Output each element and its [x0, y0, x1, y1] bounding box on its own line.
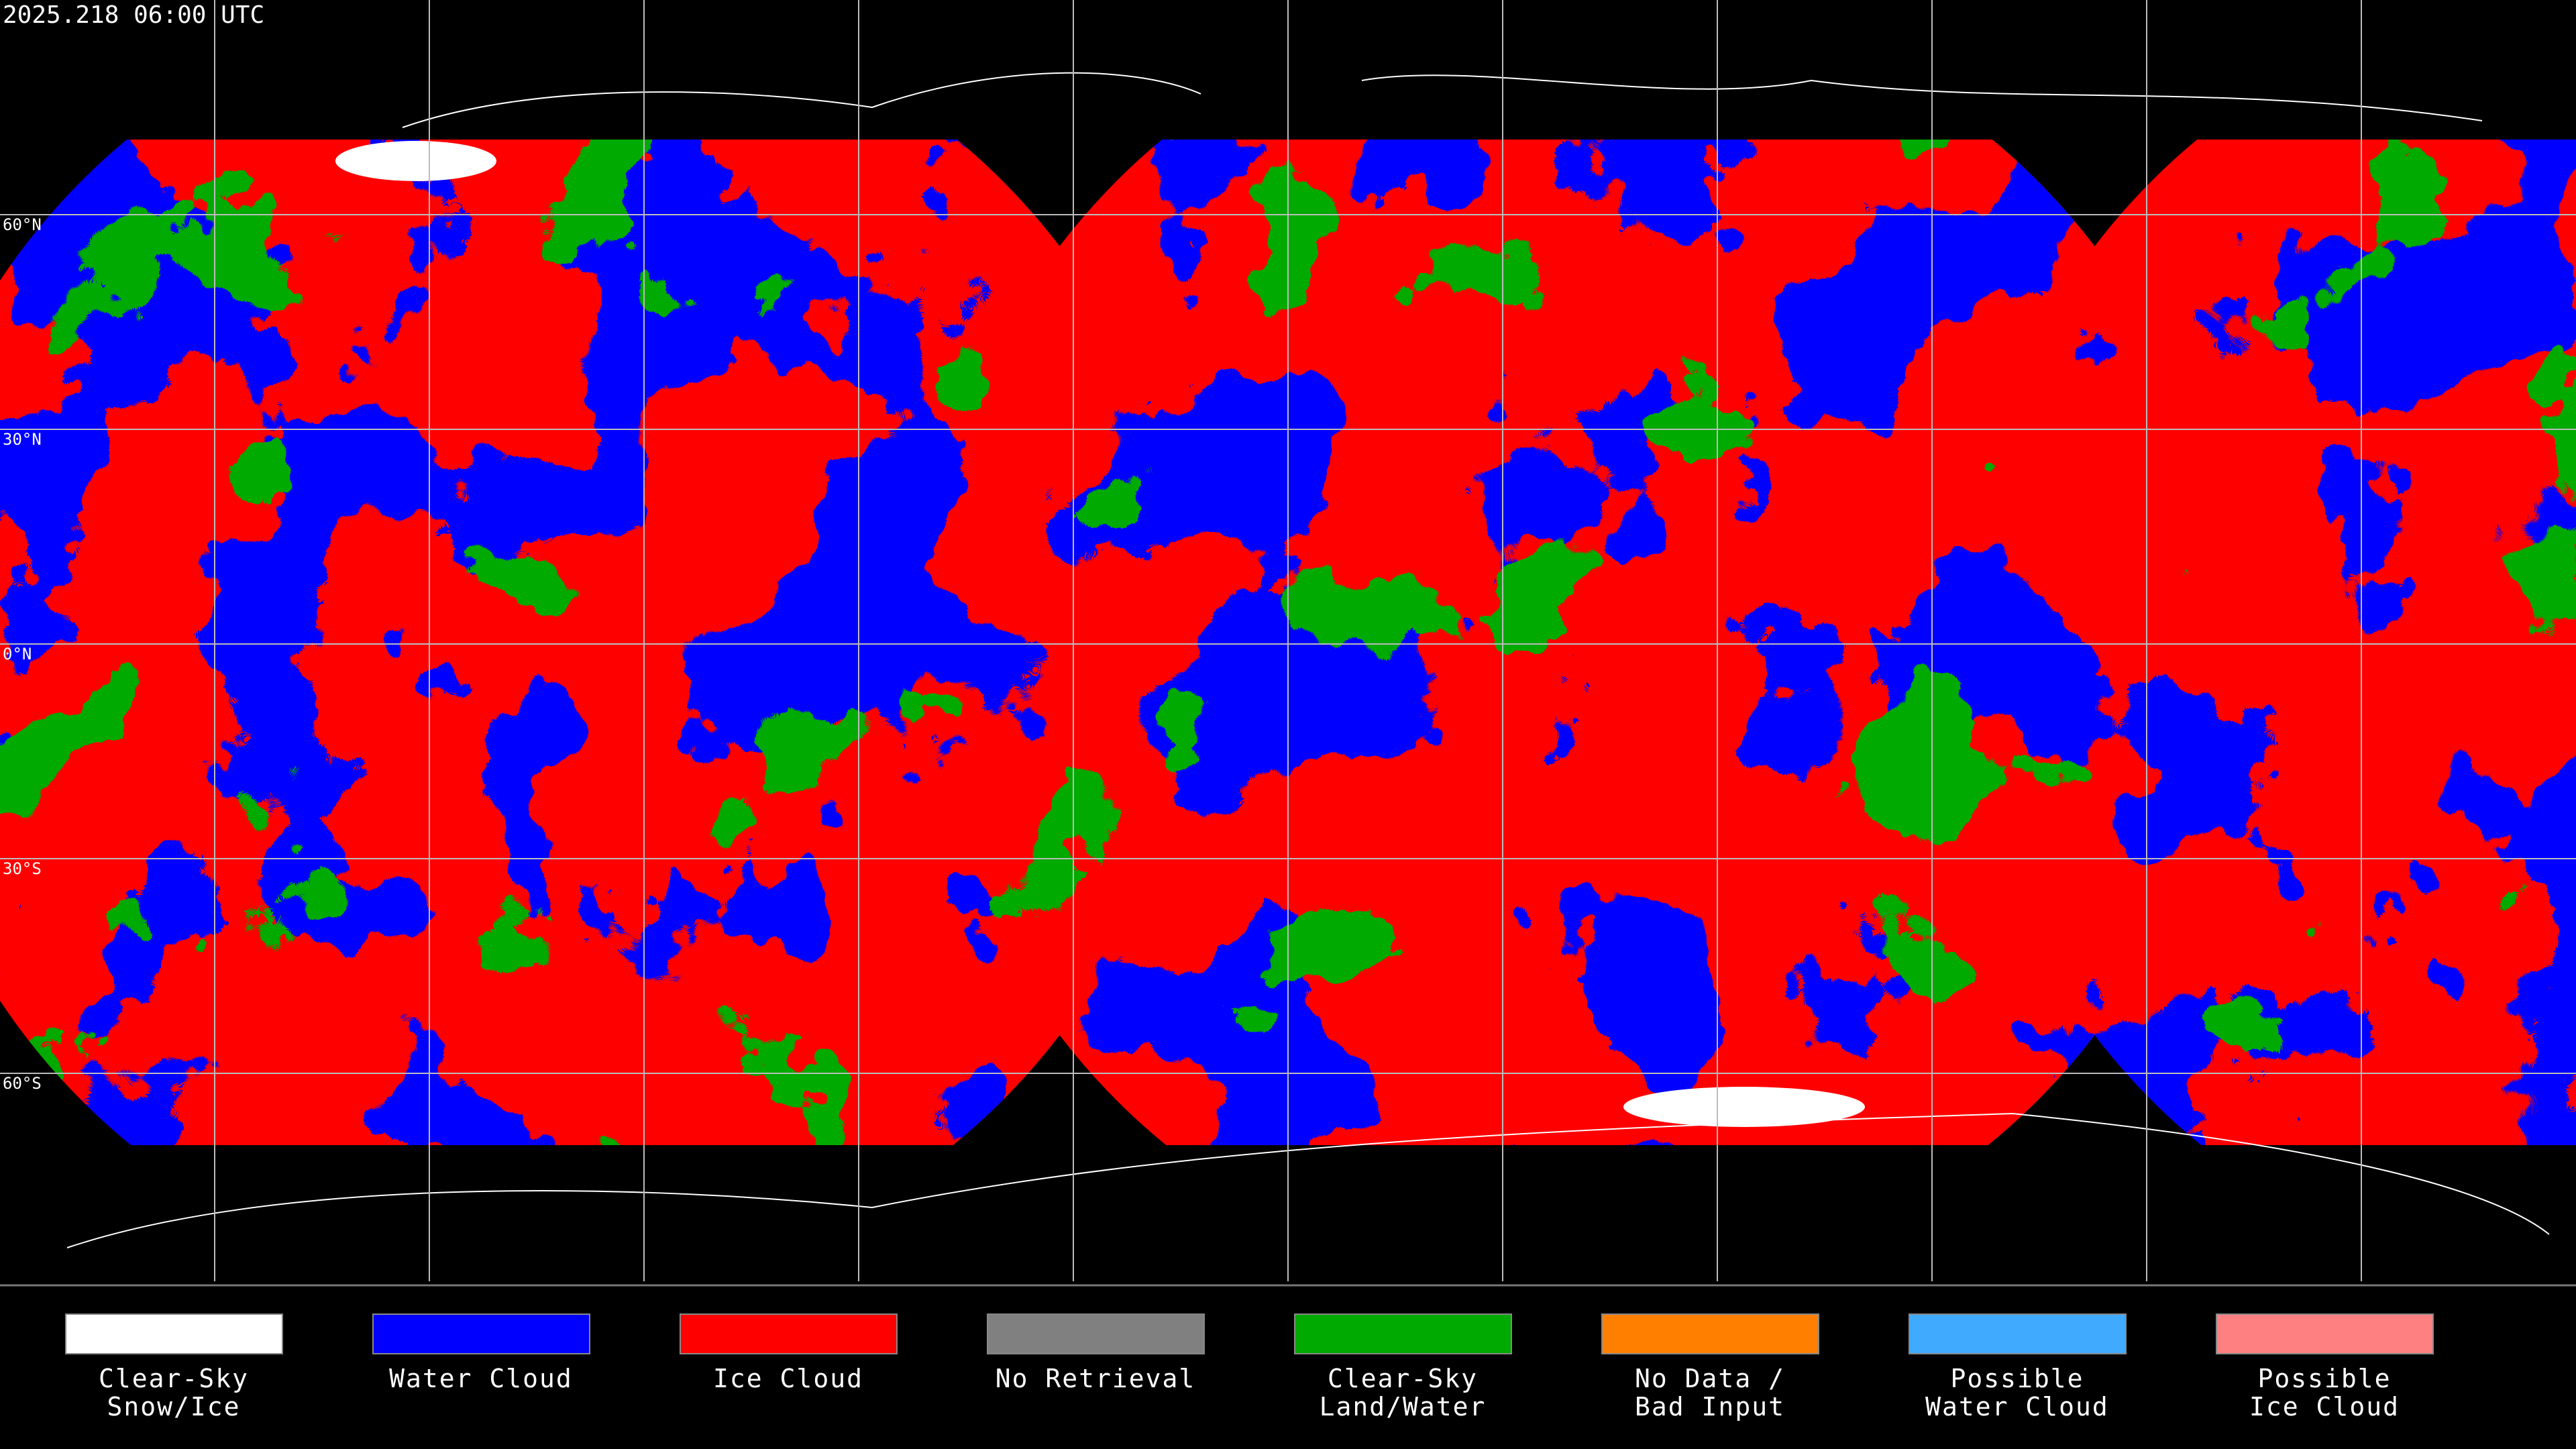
legend-label: Possible — [2257, 1364, 2391, 1393]
legend-label: Water Cloud — [389, 1364, 573, 1393]
coastline — [1361, 74, 2483, 121]
snow-patch — [1623, 1087, 1865, 1127]
coastline — [66, 1112, 2550, 1248]
timestamp: 2025.218 06:00 UTC — [3, 1, 264, 29]
legend-swatch — [1601, 1313, 1819, 1354]
legend-label: No Data / — [1635, 1364, 1785, 1393]
legend-label: Ice Cloud — [713, 1364, 863, 1393]
legend-swatch — [1909, 1313, 2127, 1354]
legend-swatch — [65, 1313, 283, 1354]
latitude-label: 30°S — [3, 859, 42, 878]
latitude-labels: 60°N 30°N 0°N 30°S 60°S — [3, 215, 42, 1093]
legend-swatch — [1294, 1313, 1512, 1354]
legend-label: Possible — [1950, 1364, 2084, 1393]
coastline — [402, 72, 1201, 128]
coastlines — [66, 72, 2550, 1248]
legend-label: Water Cloud — [1925, 1392, 2109, 1421]
legend-label: Clear-Sky — [99, 1364, 249, 1393]
legend-label: Snow/Ice — [107, 1392, 240, 1421]
graticule — [0, 0, 2576, 1281]
legend-label: Clear-Sky — [1328, 1364, 1478, 1393]
legend-label: Bad Input — [1635, 1392, 1785, 1421]
latitude-label: 30°N — [3, 430, 42, 449]
legend-label: Ice Cloud — [2249, 1392, 2400, 1421]
snow-patch — [335, 141, 496, 181]
legend-swatch — [372, 1313, 590, 1354]
legend-swatch — [987, 1313, 1205, 1354]
latitude-label: 60°N — [3, 215, 42, 234]
legend-label: No Retrieval — [996, 1364, 1196, 1393]
legend-swatch — [680, 1313, 898, 1354]
latitude-label: 0°N — [3, 645, 32, 663]
legend-swatch — [2216, 1313, 2434, 1354]
legend-label: Land/Water — [1320, 1392, 1487, 1421]
latitude-label: 60°S — [3, 1074, 42, 1093]
